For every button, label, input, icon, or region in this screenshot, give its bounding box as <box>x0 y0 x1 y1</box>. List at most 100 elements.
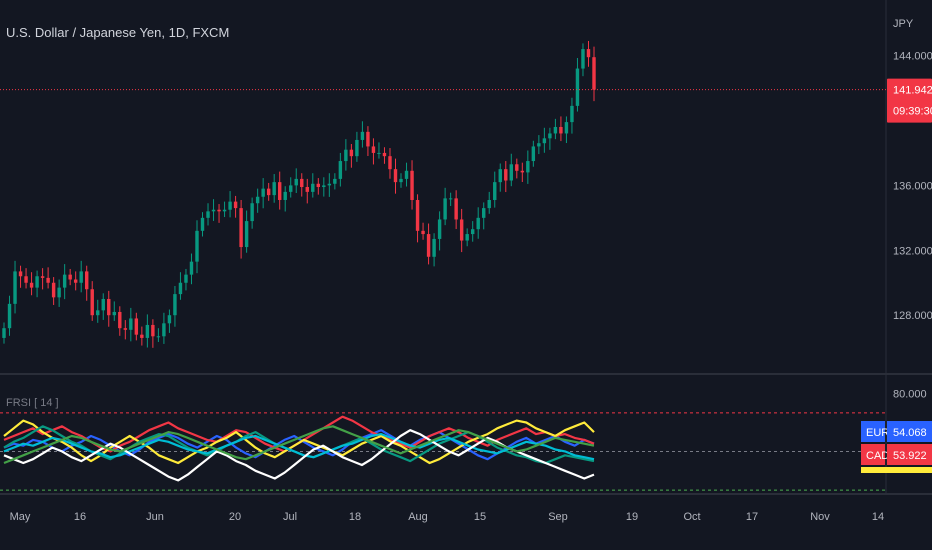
candle-body <box>592 57 596 90</box>
series-value-label-bg <box>887 421 932 442</box>
candle-body <box>300 178 304 188</box>
candle-body <box>366 131 370 147</box>
candle-body <box>575 68 580 106</box>
candle-body <box>24 276 28 283</box>
candle-body <box>261 188 265 197</box>
candle-body <box>542 138 547 144</box>
candle-body <box>178 282 183 295</box>
series-label-partial <box>861 467 932 473</box>
candle-body <box>360 131 365 140</box>
candle-body <box>13 271 17 304</box>
candle-body <box>548 133 552 139</box>
candle-body <box>404 170 409 179</box>
rsi-series-line <box>3 433 595 461</box>
candle-body <box>68 274 72 280</box>
candle-body <box>382 152 387 157</box>
candle-body <box>239 208 243 248</box>
series-value-label: 54.068 <box>893 427 927 439</box>
candle-body <box>311 183 315 192</box>
candle-body <box>85 271 89 290</box>
candle-body <box>18 271 23 277</box>
candle-body <box>101 298 105 311</box>
candle-body <box>493 182 497 200</box>
candle-body <box>217 209 221 212</box>
candle-body <box>344 149 348 162</box>
candle-body <box>151 324 155 337</box>
candle-body <box>233 201 238 209</box>
time-tick-label: 16 <box>74 511 86 523</box>
y-axis-unit: JPY <box>893 18 914 30</box>
candle-body <box>184 274 188 283</box>
time-tick-label: Oct <box>683 511 700 523</box>
candle-body <box>470 229 475 235</box>
candle-body <box>156 336 161 338</box>
candle-body <box>283 191 287 200</box>
candle-body <box>29 282 34 288</box>
candle-body <box>531 146 536 162</box>
candle-body <box>96 310 100 316</box>
candle-body <box>228 201 232 210</box>
candle-body <box>134 318 139 335</box>
candle-body <box>173 294 177 316</box>
candle-body <box>118 311 122 329</box>
candle-body <box>162 323 166 337</box>
candle-body <box>559 126 563 134</box>
series-value-label: 53.922 <box>893 450 927 462</box>
time-tick-label: 14 <box>872 511 884 523</box>
last-price-label: 141.942 <box>893 85 932 97</box>
candle-body <box>305 187 309 192</box>
candle-body <box>333 178 337 184</box>
time-tick-label: 19 <box>626 511 638 523</box>
candle-body <box>107 298 111 316</box>
candle-body <box>272 182 276 196</box>
price-tick-label: 144.000 <box>893 51 932 63</box>
candle-body <box>526 161 530 173</box>
candle-body <box>388 156 392 170</box>
candle-body <box>294 178 298 186</box>
candle-body <box>426 234 431 257</box>
countdown-label: 09:39:30 <box>893 106 932 118</box>
candle-body <box>504 169 508 181</box>
candle-body <box>327 183 332 186</box>
candle-body <box>90 289 94 316</box>
candle-body <box>553 126 558 134</box>
candle-body <box>46 277 50 283</box>
candle-body <box>377 152 381 154</box>
candle-body <box>250 203 254 222</box>
candle-body <box>57 287 61 298</box>
candle-body <box>322 185 326 188</box>
indicator-title: FRSI [ 14 ] <box>6 397 59 409</box>
time-tick-label: Jun <box>146 511 164 523</box>
chart-title: U.S. Dollar / Japanese Yen, 1D, FXCM <box>6 25 230 40</box>
candle-body <box>167 315 172 324</box>
candle-body <box>40 276 45 278</box>
time-tick-label: 18 <box>349 511 361 523</box>
candle-body <box>200 217 205 231</box>
candle-body <box>443 198 447 220</box>
candle-body <box>564 122 569 134</box>
candle-body <box>222 209 227 212</box>
series-name-label: CAD <box>866 450 889 462</box>
candle-body <box>355 139 359 157</box>
candle-body <box>277 182 282 200</box>
candle-body <box>498 169 502 183</box>
price-tick-label: 128.000 <box>893 310 932 322</box>
time-tick-label: 17 <box>746 511 758 523</box>
candle-body <box>586 49 591 58</box>
rsi-series-line <box>3 429 595 482</box>
indicator-tick-label: 80.000 <box>893 389 927 401</box>
candle-body <box>123 328 128 330</box>
candle-body <box>189 261 194 275</box>
series-name-label-bg <box>861 444 885 465</box>
candle-body <box>410 170 414 200</box>
series-value-label-bg <box>887 444 932 465</box>
candle-body <box>371 146 376 153</box>
candle-body <box>349 149 354 157</box>
candle-body <box>421 230 425 235</box>
candle-body <box>140 334 144 338</box>
candle-body <box>7 303 12 329</box>
series-name-label-bg <box>861 421 885 442</box>
candle-body <box>145 324 150 338</box>
candle-body <box>255 196 260 204</box>
